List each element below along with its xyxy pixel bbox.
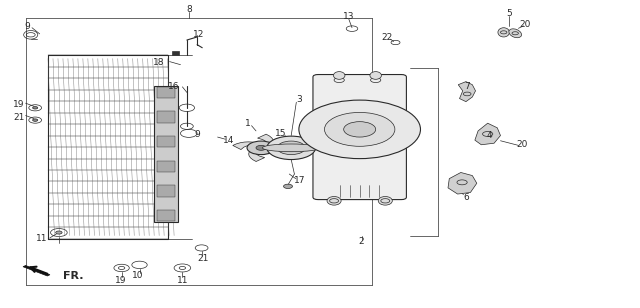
Text: 17: 17: [294, 176, 305, 185]
FancyBboxPatch shape: [313, 75, 406, 200]
Text: 18: 18: [153, 58, 164, 67]
Ellipse shape: [498, 28, 509, 37]
Ellipse shape: [333, 72, 345, 79]
Circle shape: [56, 231, 62, 234]
Circle shape: [284, 184, 292, 188]
Text: 10: 10: [132, 271, 143, 280]
Bar: [157, 210, 175, 221]
Text: FR.: FR.: [63, 271, 83, 281]
Ellipse shape: [327, 197, 341, 205]
Polygon shape: [264, 146, 289, 154]
Bar: [172, 51, 179, 55]
Text: 21: 21: [198, 254, 209, 263]
Text: 9: 9: [195, 130, 200, 139]
Text: 11: 11: [36, 234, 47, 243]
Ellipse shape: [509, 29, 522, 38]
Circle shape: [344, 122, 376, 137]
Text: 6: 6: [463, 192, 468, 202]
Text: 5: 5: [506, 9, 511, 18]
Text: 8: 8: [186, 5, 191, 14]
Circle shape: [285, 145, 298, 151]
Bar: [157, 161, 175, 172]
Circle shape: [277, 141, 305, 155]
Circle shape: [324, 112, 395, 146]
Text: 2: 2: [359, 237, 364, 246]
Bar: [157, 87, 175, 98]
Circle shape: [256, 145, 266, 150]
Circle shape: [33, 119, 38, 121]
Polygon shape: [448, 172, 477, 194]
Text: 16: 16: [168, 82, 180, 91]
Polygon shape: [249, 149, 265, 161]
Polygon shape: [233, 142, 258, 150]
Text: 13: 13: [343, 11, 355, 21]
Bar: [157, 185, 175, 197]
Text: 15: 15: [275, 129, 286, 138]
Ellipse shape: [370, 72, 381, 79]
Ellipse shape: [378, 197, 392, 205]
Ellipse shape: [262, 144, 320, 152]
Text: 20: 20: [519, 19, 531, 29]
Text: 11: 11: [177, 276, 188, 285]
Text: 1: 1: [246, 119, 251, 128]
Text: 20: 20: [516, 140, 527, 149]
Text: 12: 12: [193, 30, 204, 39]
Bar: [157, 111, 175, 123]
Circle shape: [247, 141, 275, 155]
Text: 19: 19: [13, 100, 25, 109]
Polygon shape: [475, 123, 500, 145]
Text: 22: 22: [381, 33, 393, 42]
Text: 4: 4: [487, 131, 492, 140]
Bar: [157, 136, 175, 147]
Circle shape: [33, 107, 38, 109]
Bar: [154, 86, 178, 222]
Text: 9: 9: [25, 22, 30, 31]
Text: 3: 3: [297, 95, 302, 104]
Polygon shape: [257, 134, 273, 146]
Text: 21: 21: [13, 112, 25, 122]
Polygon shape: [458, 82, 476, 102]
Text: 7: 7: [465, 82, 470, 91]
Circle shape: [299, 100, 420, 159]
Text: 14: 14: [223, 136, 235, 145]
Polygon shape: [23, 265, 50, 276]
Circle shape: [267, 136, 316, 160]
Text: 19: 19: [115, 276, 126, 285]
